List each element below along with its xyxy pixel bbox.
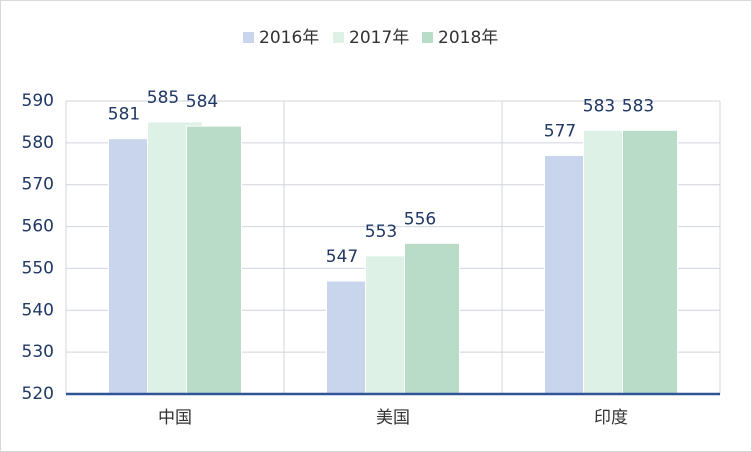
- y-tick-label: 570: [22, 175, 54, 195]
- legend-label: 2017年: [349, 28, 409, 48]
- bar: [186, 125, 242, 395]
- y-tick-label: 530: [22, 342, 54, 362]
- x-tick-label: 印度: [594, 408, 628, 428]
- y-tick-label: 560: [22, 217, 54, 237]
- value-label: 581: [108, 105, 140, 125]
- y-tick-label: 540: [22, 300, 54, 320]
- bar: [404, 242, 460, 395]
- bar: [622, 129, 678, 395]
- x-tick-label: 美国: [376, 408, 410, 428]
- value-label: 547: [326, 247, 358, 267]
- value-label: 585: [147, 88, 179, 108]
- value-label: 583: [583, 96, 615, 116]
- y-tick-label: 550: [22, 258, 54, 278]
- y-tick-label: 590: [22, 91, 54, 111]
- y-tick-label: 580: [22, 133, 54, 153]
- legend-swatch: [333, 32, 344, 43]
- legend-swatch: [422, 32, 433, 43]
- value-label: 584: [186, 92, 218, 112]
- y-tick-label: 520: [22, 384, 54, 404]
- value-label: 553: [365, 222, 397, 242]
- value-label: 577: [544, 121, 576, 141]
- x-tick-label: 中国: [158, 408, 192, 428]
- legend-label: 2018年: [438, 28, 498, 48]
- value-label: 583: [622, 96, 654, 116]
- legend-swatch: [243, 32, 254, 43]
- value-label: 556: [404, 209, 436, 229]
- legend-label: 2016年: [259, 28, 319, 48]
